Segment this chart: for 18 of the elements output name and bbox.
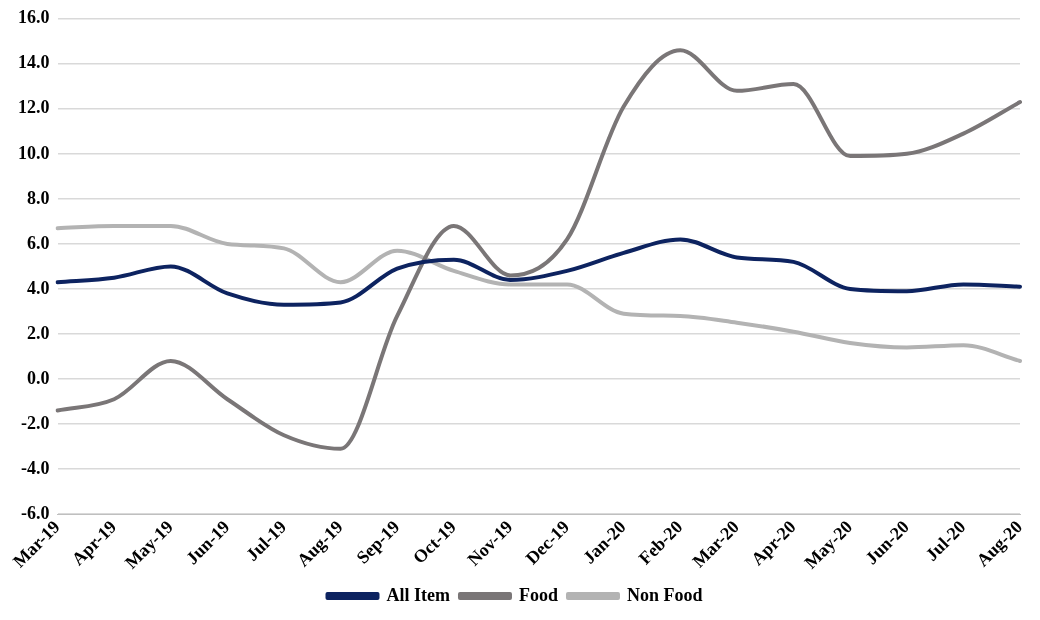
y-tick-label: 12.0	[18, 97, 50, 118]
y-tick-label: 2.0	[27, 322, 50, 343]
line-series	[55, 223, 1022, 363]
y-tick-label: 4.0	[27, 277, 50, 298]
y-tick-label: 8.0	[27, 187, 50, 208]
y-tick-label: 6.0	[27, 232, 50, 253]
y-tick-label: -4.0	[21, 457, 50, 478]
y-tick-label: 16.0	[18, 7, 50, 28]
y-tick-label: 10.0	[18, 142, 50, 163]
legend-label: Food	[518, 584, 558, 605]
y-tick-label: -2.0	[21, 412, 50, 433]
legend-label: Non Food	[626, 584, 703, 605]
legend-label: All Item	[386, 584, 450, 605]
y-tick-label: -6.0	[21, 502, 50, 523]
y-tick-label: 0.0	[27, 367, 50, 388]
line-series	[55, 48, 1022, 451]
line-series	[55, 237, 1022, 307]
y-tick-label: 14.0	[18, 52, 50, 73]
